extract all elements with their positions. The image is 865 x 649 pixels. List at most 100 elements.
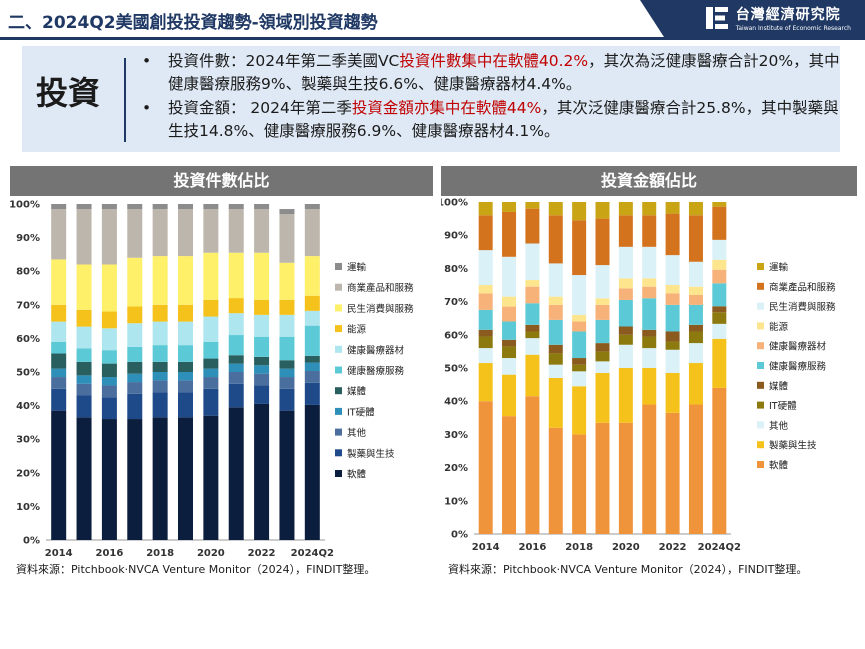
bar-segment — [642, 336, 657, 349]
bar-segment — [595, 202, 610, 219]
logo-chinese-name: 台灣經濟研究院 — [735, 7, 841, 23]
bar-segment — [548, 364, 563, 378]
bar-segment — [279, 214, 295, 263]
legend-label-e8a3bde897a5e88887e7949fe68a80: 製藥與生技 — [769, 440, 817, 452]
bar-segment — [572, 275, 587, 315]
bar-segment — [712, 259, 727, 270]
bar-segment — [127, 419, 143, 540]
x-tick-label: 2014 — [45, 548, 73, 559]
bar-segment — [279, 209, 295, 215]
legend-label-e9818be8bcb8: 運輸 — [347, 262, 367, 274]
legend-swatch-e6b091e7949fe6b688e8b2bbe88887e69c8de58b99 — [757, 302, 764, 310]
bar-segment — [595, 298, 610, 305]
bar-segment — [51, 353, 67, 369]
bar-segment — [254, 299, 270, 315]
bar-segment — [525, 303, 540, 325]
bar-segment — [254, 365, 270, 374]
bar-segment — [76, 264, 92, 310]
bar-segment — [618, 326, 633, 335]
bar-segment — [642, 202, 657, 216]
bar-segment — [127, 346, 143, 362]
bar-segment — [101, 385, 117, 398]
y-tick-label: 60% — [444, 330, 468, 341]
deal-count-share-chart: 0% 10% 20% 30% 40% 50% 60% 70% 80% 90% 100% 2014 201… — [10, 200, 414, 560]
legend-label-e6b091e7949fe6b688e8b2bbe88887e69c8de58b99: 民生消費與服務 — [347, 303, 414, 315]
bar-segment — [618, 334, 633, 345]
bullet-marker: • — [142, 99, 152, 117]
y-tick-label: 60% — [16, 334, 40, 345]
y-tick-label: 40% — [16, 401, 40, 412]
bar-segment — [688, 286, 703, 295]
bar-segment — [712, 312, 727, 324]
deal-value-chart-title: 投資金額佔比 — [441, 166, 857, 196]
bar-segment — [478, 293, 493, 310]
y-tick-label: 0% — [23, 536, 40, 547]
bar-segment — [548, 427, 563, 534]
bar-segment — [665, 341, 680, 350]
bar-segment — [152, 417, 168, 540]
legend-label-e8bb9fe9ab94: 軟體 — [769, 460, 789, 472]
bar-segment — [304, 204, 320, 210]
bar-segment — [548, 377, 563, 428]
bar-segment — [642, 215, 657, 247]
bar-segment — [152, 345, 168, 362]
y-tick-label: 50% — [444, 364, 468, 375]
y-tick-label: 100% — [10, 200, 40, 211]
summary-bullets: • 投資件數：2024年第二季美國VC投資件數集中在軟體40.2%，其次為泛健康醫… — [140, 50, 840, 144]
bar-segment — [502, 256, 517, 297]
legend-swatch-e581a5e5bab7e986abe79982e69c8de58b99 — [335, 366, 342, 374]
bar-segment — [548, 202, 563, 216]
bar-segment — [502, 346, 517, 359]
legend-label-e5aa92e9ab94: 媒體 — [347, 386, 367, 398]
bar-segment — [76, 209, 92, 265]
legend-swatch-ite7a1ace9ab94 — [335, 407, 342, 415]
bar-segment — [178, 392, 193, 418]
bar-segment — [254, 209, 270, 253]
bar-segment — [203, 415, 219, 540]
bar-segment — [203, 252, 219, 300]
legend-label-e581a5e5bab7e986abe79982e69c8de58b99: 健康醫療服務 — [347, 365, 405, 377]
bar-segment — [618, 246, 633, 279]
y-tick-label: 90% — [16, 233, 40, 244]
bar-segment — [279, 299, 295, 315]
bar-segment — [203, 204, 219, 210]
bar-segment — [478, 348, 493, 364]
bar-segment — [127, 393, 143, 420]
legend-swatch-e581a5e5bab7e986abe79982e69c8de58b99 — [757, 362, 764, 369]
x-tick-label: 2024Q2 — [291, 548, 334, 559]
bar-segment — [51, 259, 67, 305]
x-tick-label: 2016 — [518, 542, 546, 553]
bar-segment — [178, 209, 193, 257]
x-tick-label: 2024Q2 — [698, 542, 741, 553]
bar-segment — [51, 321, 67, 342]
bar-segment — [254, 314, 270, 337]
y-tick-label: 100% — [441, 198, 468, 209]
x-tick-label: 2020 — [612, 542, 640, 553]
bar-segment — [572, 202, 587, 221]
bar-segment — [548, 304, 563, 320]
bar-segment — [572, 321, 587, 332]
bar-segment — [618, 278, 633, 289]
y-tick-label: 20% — [16, 468, 40, 479]
bar-segment — [665, 255, 680, 285]
y-tick-label: 80% — [444, 264, 468, 275]
bar-segment — [712, 202, 727, 207]
legend-label-e581a5e5bab7e986abe79982e599a8e69d90: 健康醫療器材 — [769, 341, 827, 353]
bar-segment — [228, 252, 244, 299]
legend-label-e59586e6a5ade794a2e59381e5928ce69c8de58b99: 商業產品和服務 — [769, 281, 836, 293]
bar-segment — [279, 262, 295, 300]
summary-box: 投資 • 投資件數：2024年第二季美國VC投資件數集中在軟體40.2%，其次為泛… — [22, 46, 840, 152]
summary-tag: 投資 — [36, 74, 101, 112]
bar-segment — [76, 309, 92, 327]
bar-segment — [548, 263, 563, 297]
bar-segment — [304, 209, 320, 257]
legend-swatch-e581a5e5bab7e986abe79982e599a8e69d90 — [335, 345, 342, 353]
legend-label-e585b6e4bb96: 其他 — [347, 427, 367, 439]
legend-swatch-e9818be8bcb8 — [335, 263, 342, 270]
bar-segment — [642, 246, 657, 279]
legend-label-ite7a1ace9ab94: IT硬體 — [347, 406, 375, 418]
legend-swatch-e585b6e4bb96 — [335, 428, 342, 436]
y-tick-label: 10% — [16, 502, 40, 513]
bullet-deal-value-highlight: 投資金額亦集中在軟體44% — [351, 99, 542, 117]
bar-segment — [525, 208, 540, 244]
